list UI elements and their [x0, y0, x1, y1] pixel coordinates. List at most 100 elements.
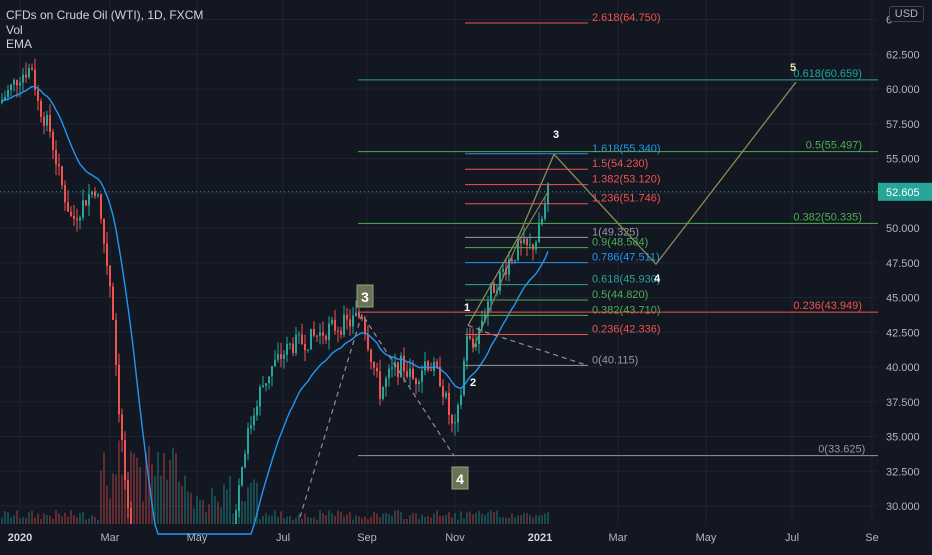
candle-body — [541, 218, 543, 225]
volume-bar — [286, 516, 288, 524]
candle-body — [382, 386, 384, 399]
candle-body — [319, 332, 321, 336]
candle-body — [109, 265, 111, 287]
volume-bar — [523, 512, 525, 524]
candle-body — [262, 385, 264, 388]
wave-label-minor: 5 — [790, 62, 796, 74]
volume-bar — [340, 511, 342, 524]
x-tick-label: May — [696, 532, 717, 544]
currency-badge[interactable]: USD — [888, 6, 924, 22]
candle-body — [532, 244, 534, 250]
candle-body — [73, 215, 75, 219]
volume-bar — [331, 513, 333, 524]
wave-label-box — [451, 466, 469, 490]
volume-bar — [85, 519, 87, 524]
candle-body — [7, 90, 9, 98]
volume-bar — [538, 515, 540, 524]
volume-bar — [466, 512, 468, 524]
fib-ext-label: 1.236(51.746) — [592, 193, 661, 205]
volume-bar — [256, 482, 258, 524]
fib-ext-label: 1.618(55.340) — [592, 143, 661, 155]
volume-bar — [190, 492, 192, 524]
ema-indicator-label[interactable]: EMA — [6, 37, 33, 51]
candle-body — [358, 312, 360, 318]
volume-bar — [262, 516, 264, 524]
candle-body — [85, 200, 87, 206]
candle-body — [10, 84, 12, 91]
candle-body — [22, 74, 24, 83]
candle-body — [520, 240, 522, 244]
volume-bar — [508, 517, 510, 524]
volume-bar — [304, 513, 306, 524]
volume-bar — [409, 515, 411, 524]
volume-bar — [448, 512, 450, 524]
candle-body — [118, 364, 120, 415]
volume-bar — [541, 515, 543, 524]
volume-bar — [283, 518, 285, 524]
candle-body — [340, 330, 342, 335]
volume-bar — [412, 512, 414, 524]
volume-bar — [193, 508, 195, 524]
candle-body — [514, 259, 516, 262]
volume-bar — [19, 518, 21, 524]
volume-bar — [25, 517, 27, 524]
volume-bar — [460, 511, 462, 524]
fib-retr-label: 0.618(60.659) — [793, 68, 862, 80]
volume-bar — [328, 510, 330, 524]
candle-body — [457, 404, 459, 423]
candle-body — [25, 74, 27, 78]
x-tick-label: May — [187, 532, 208, 544]
candle-body — [253, 415, 255, 426]
candle-body — [448, 392, 450, 416]
candle-body — [289, 343, 291, 345]
x-tick-label: Mar — [609, 532, 628, 544]
volume-bar — [535, 514, 537, 524]
candle-body — [124, 439, 126, 480]
volume-bar — [421, 514, 423, 524]
candle-body — [481, 320, 483, 328]
candle-body — [418, 381, 420, 385]
fib-ext-label: 0.9(48.584) — [592, 237, 648, 249]
volume-indicator-label[interactable]: Vol — [6, 22, 23, 37]
volume-bar — [469, 511, 471, 524]
volume-bar — [124, 465, 126, 524]
candle-body — [544, 204, 546, 219]
volume-bar — [118, 440, 120, 524]
volume-bar — [175, 453, 177, 524]
candle-body — [316, 335, 318, 337]
candle-body — [325, 335, 327, 340]
volume-bar — [58, 513, 60, 524]
candle-body — [313, 328, 315, 336]
candle-body — [301, 334, 303, 344]
candle-body — [409, 368, 411, 377]
volume-bar — [169, 460, 171, 524]
candle-body — [19, 82, 21, 86]
candle-body — [508, 259, 510, 275]
volume-bar — [259, 518, 261, 524]
wave-label-box — [356, 284, 374, 308]
volume-bar — [88, 518, 90, 524]
candle-body — [1, 100, 3, 103]
volume-bar — [61, 516, 63, 524]
volume-bar — [16, 510, 18, 524]
candle-body — [268, 376, 270, 384]
volume-bar — [82, 511, 84, 524]
candle-body — [76, 218, 78, 221]
candle-body — [499, 271, 501, 291]
symbol-title: CFDs on Crude Oil (WTI), 1D, FXCM — [6, 8, 204, 22]
volume-bar — [505, 517, 507, 524]
x-tick-label: Jul — [785, 532, 799, 544]
candle-body — [511, 259, 513, 262]
candle-body — [115, 319, 117, 365]
volume-bar — [187, 491, 189, 524]
candle-body — [292, 343, 294, 354]
fib-ext-label: 1.382(53.120) — [592, 174, 661, 186]
candle-body — [265, 383, 267, 386]
volume-bar — [136, 457, 138, 524]
candle-body — [4, 97, 6, 101]
wave-label-minor: 1 — [464, 302, 470, 314]
volume-bar — [301, 518, 303, 524]
candle-body — [331, 319, 333, 324]
